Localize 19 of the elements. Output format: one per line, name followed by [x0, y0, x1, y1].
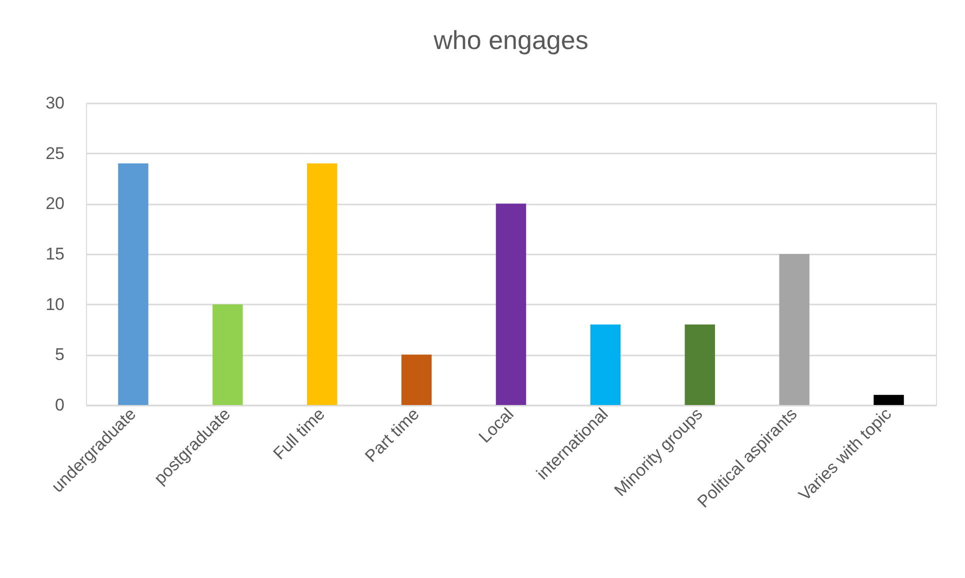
y-tick-label: 0: [55, 396, 64, 414]
x-tick-label: Full time: [270, 404, 328, 464]
y-tick-label: 10: [46, 294, 64, 314]
chart-title: who engages: [432, 25, 588, 55]
y-tick-label: 15: [46, 244, 64, 264]
x-tick-label: Part time: [361, 404, 423, 466]
y-tick-label: 25: [46, 144, 64, 163]
y-tick-label: 20: [46, 194, 64, 214]
bar: [401, 354, 432, 405]
bar: [307, 163, 338, 405]
y-tick-label: 30: [46, 94, 64, 112]
bar: [684, 324, 715, 405]
bar: [874, 394, 904, 405]
bar: [590, 324, 621, 405]
bar: [118, 163, 148, 405]
bar: [779, 254, 810, 405]
bar: [212, 304, 243, 405]
bar: [496, 204, 526, 405]
y-tick-label: 5: [55, 345, 64, 364]
